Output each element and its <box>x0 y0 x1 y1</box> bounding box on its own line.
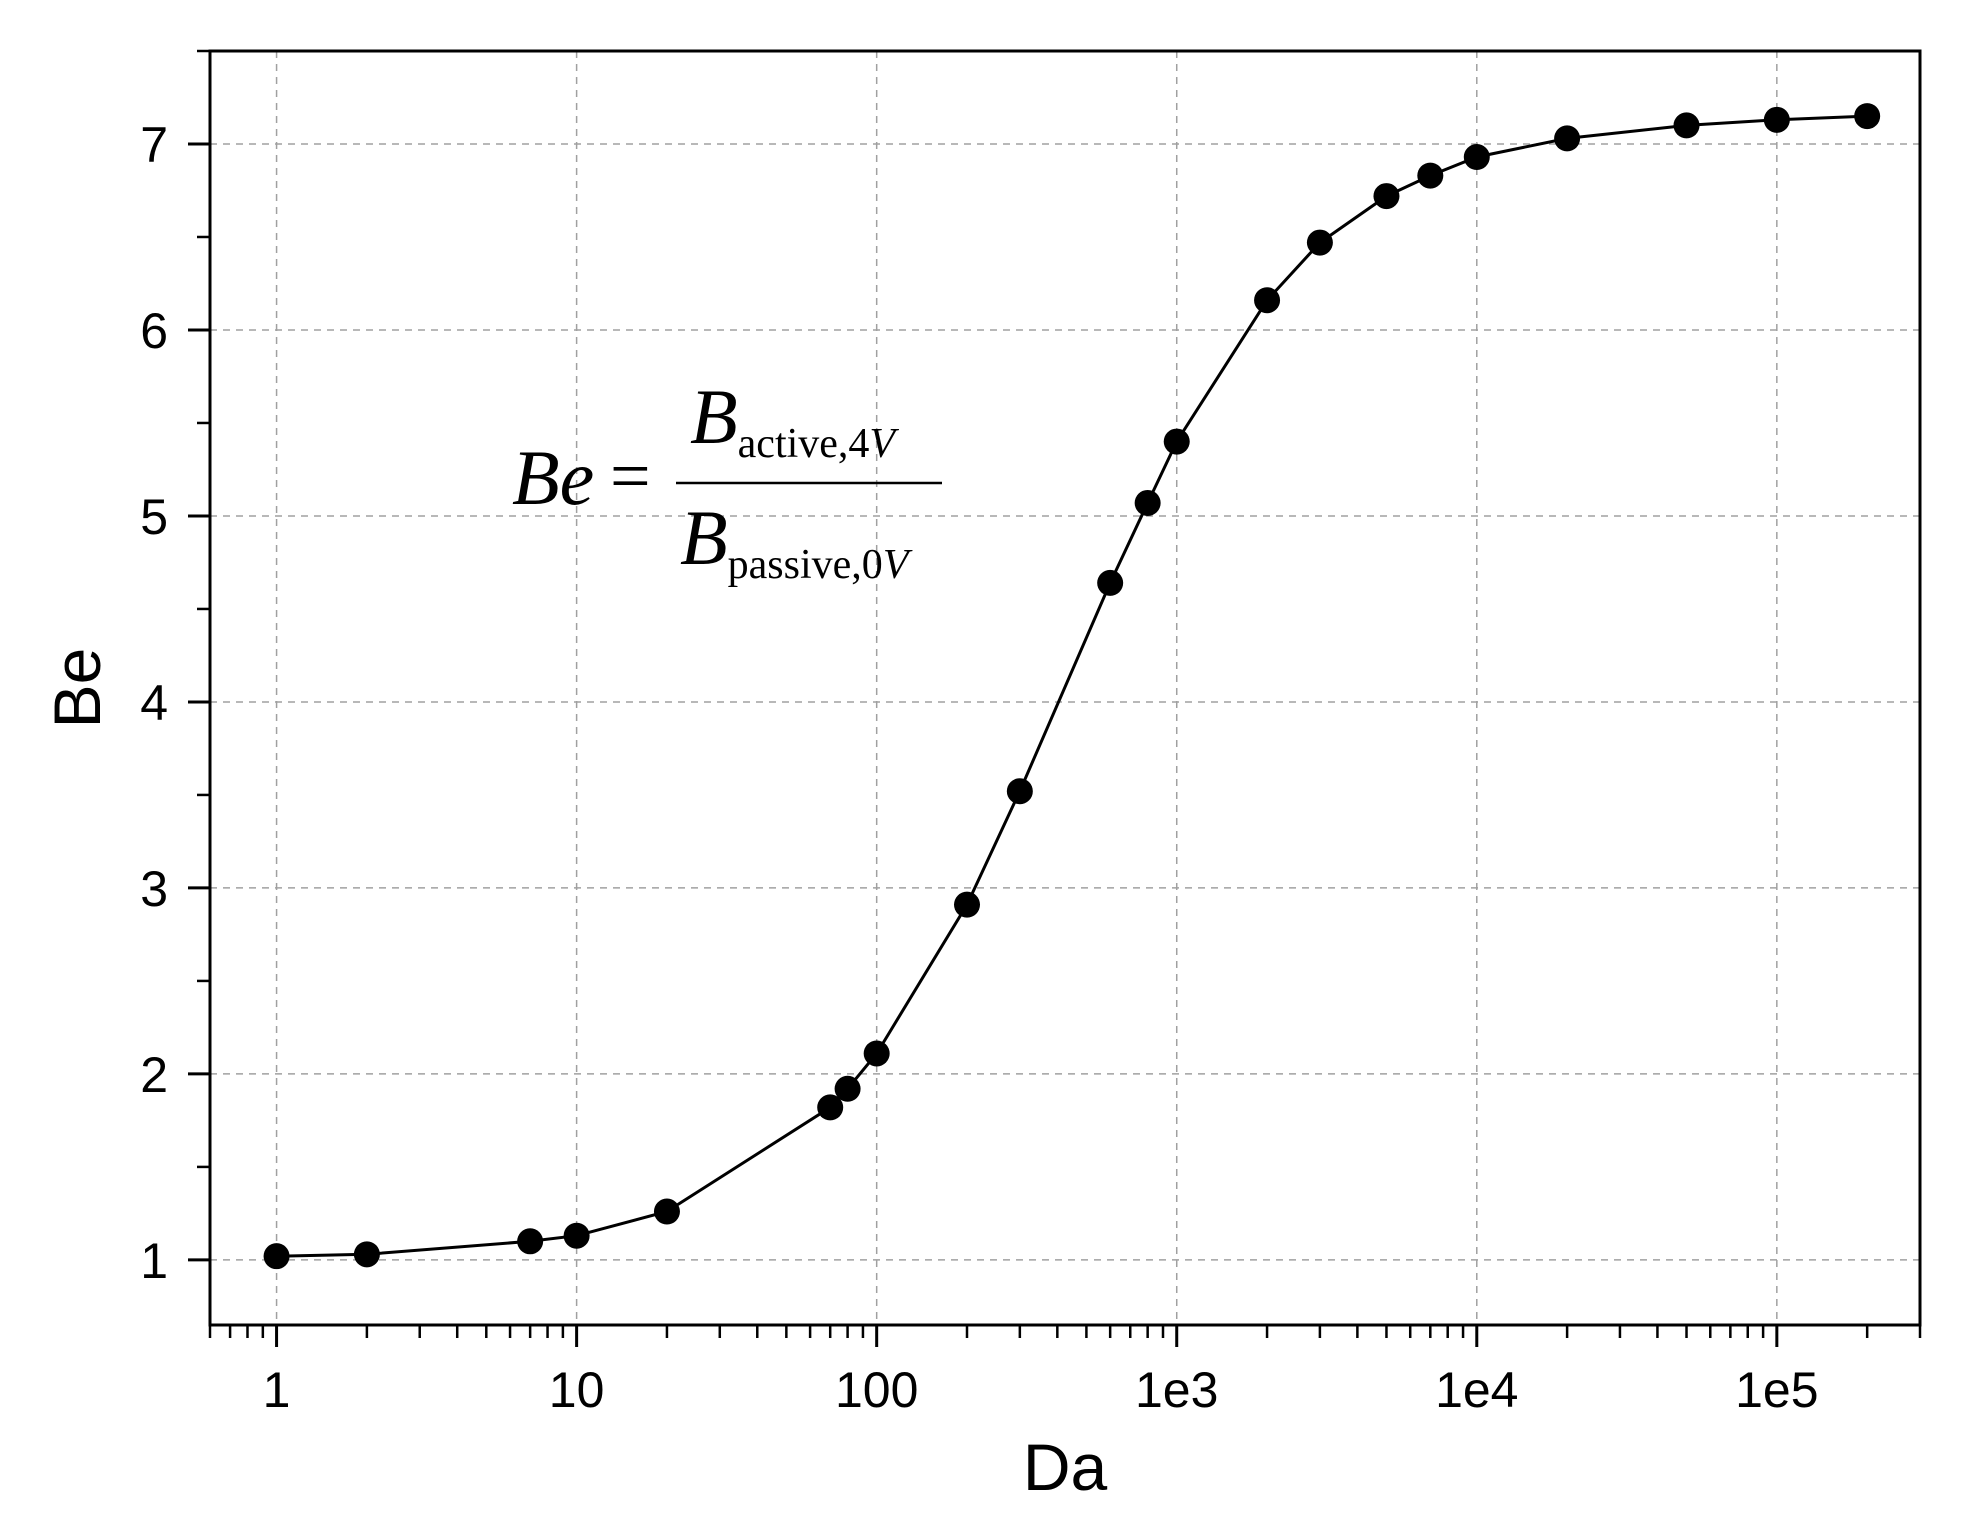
x-tick-labels: 1 10 100 1e3 1e4 1e5 <box>263 1362 1819 1418</box>
data-point <box>1306 229 1333 256</box>
equation-numerator-main: B <box>690 373 738 460</box>
plot-frame <box>208 49 1922 1327</box>
equation-denominator-sub: passive,0 <box>728 542 883 588</box>
equation-denominator-sub-var: V <box>883 542 913 588</box>
equation-numerator-sub: active,4 <box>738 421 870 467</box>
data-point <box>517 1228 544 1255</box>
data-point <box>1554 125 1581 152</box>
equation-equals: = <box>610 436 651 516</box>
equation-lhs: Be <box>512 434 594 521</box>
x-tick-label: 1e5 <box>1735 1362 1818 1418</box>
data-point <box>353 1241 380 1268</box>
x-tick-label: 1e3 <box>1135 1362 1218 1418</box>
grid-lines <box>210 51 1920 1325</box>
data-point <box>1854 103 1881 130</box>
data-point <box>1673 112 1700 139</box>
x-axis-title: Da <box>1023 1430 1108 1504</box>
data-point <box>1373 183 1400 210</box>
data-point <box>834 1075 861 1102</box>
data-point <box>1163 428 1190 455</box>
x-tick-label: 1e4 <box>1435 1362 1518 1418</box>
equation-annotation: Be = Bactive,4V Bpassive,0V <box>512 373 942 588</box>
equation-denominator-main: B <box>680 494 728 581</box>
y-tick-label: 7 <box>140 117 168 173</box>
y-tick-label: 3 <box>140 861 168 917</box>
equation-numerator-sub-var: V <box>869 421 899 467</box>
series-line <box>276 114 1868 1258</box>
equation-denominator: Bpassive,0V <box>680 494 913 588</box>
y-tick-label: 1 <box>140 1233 168 1289</box>
data-point <box>1097 569 1124 596</box>
data-point <box>1417 162 1444 189</box>
y-tick-label: 4 <box>140 675 168 731</box>
data-point <box>653 1198 680 1225</box>
data-point <box>954 891 981 918</box>
data-point <box>1134 489 1161 516</box>
data-point <box>1763 106 1790 133</box>
data-point <box>1006 778 1033 805</box>
x-tick-label: 100 <box>835 1362 918 1418</box>
data-point <box>817 1094 844 1121</box>
data-point <box>863 1040 890 1067</box>
y-tick-label: 2 <box>140 1047 168 1103</box>
data-point <box>1463 144 1490 171</box>
x-tick-label: 1 <box>263 1362 291 1418</box>
data-point <box>1254 287 1281 314</box>
x-tick-label: 10 <box>549 1362 605 1418</box>
equation-numerator: Bactive,4V <box>690 373 899 467</box>
y-tick-labels: 1 2 3 4 5 6 7 <box>140 117 168 1289</box>
data-point <box>563 1222 590 1249</box>
series-layer <box>263 103 1881 1270</box>
y-tick-label: 5 <box>140 489 168 545</box>
y-tick-label: 6 <box>140 303 168 359</box>
y-axis-title: Be <box>40 648 114 729</box>
axis-ticks <box>188 49 1922 1347</box>
data-point <box>263 1243 290 1270</box>
